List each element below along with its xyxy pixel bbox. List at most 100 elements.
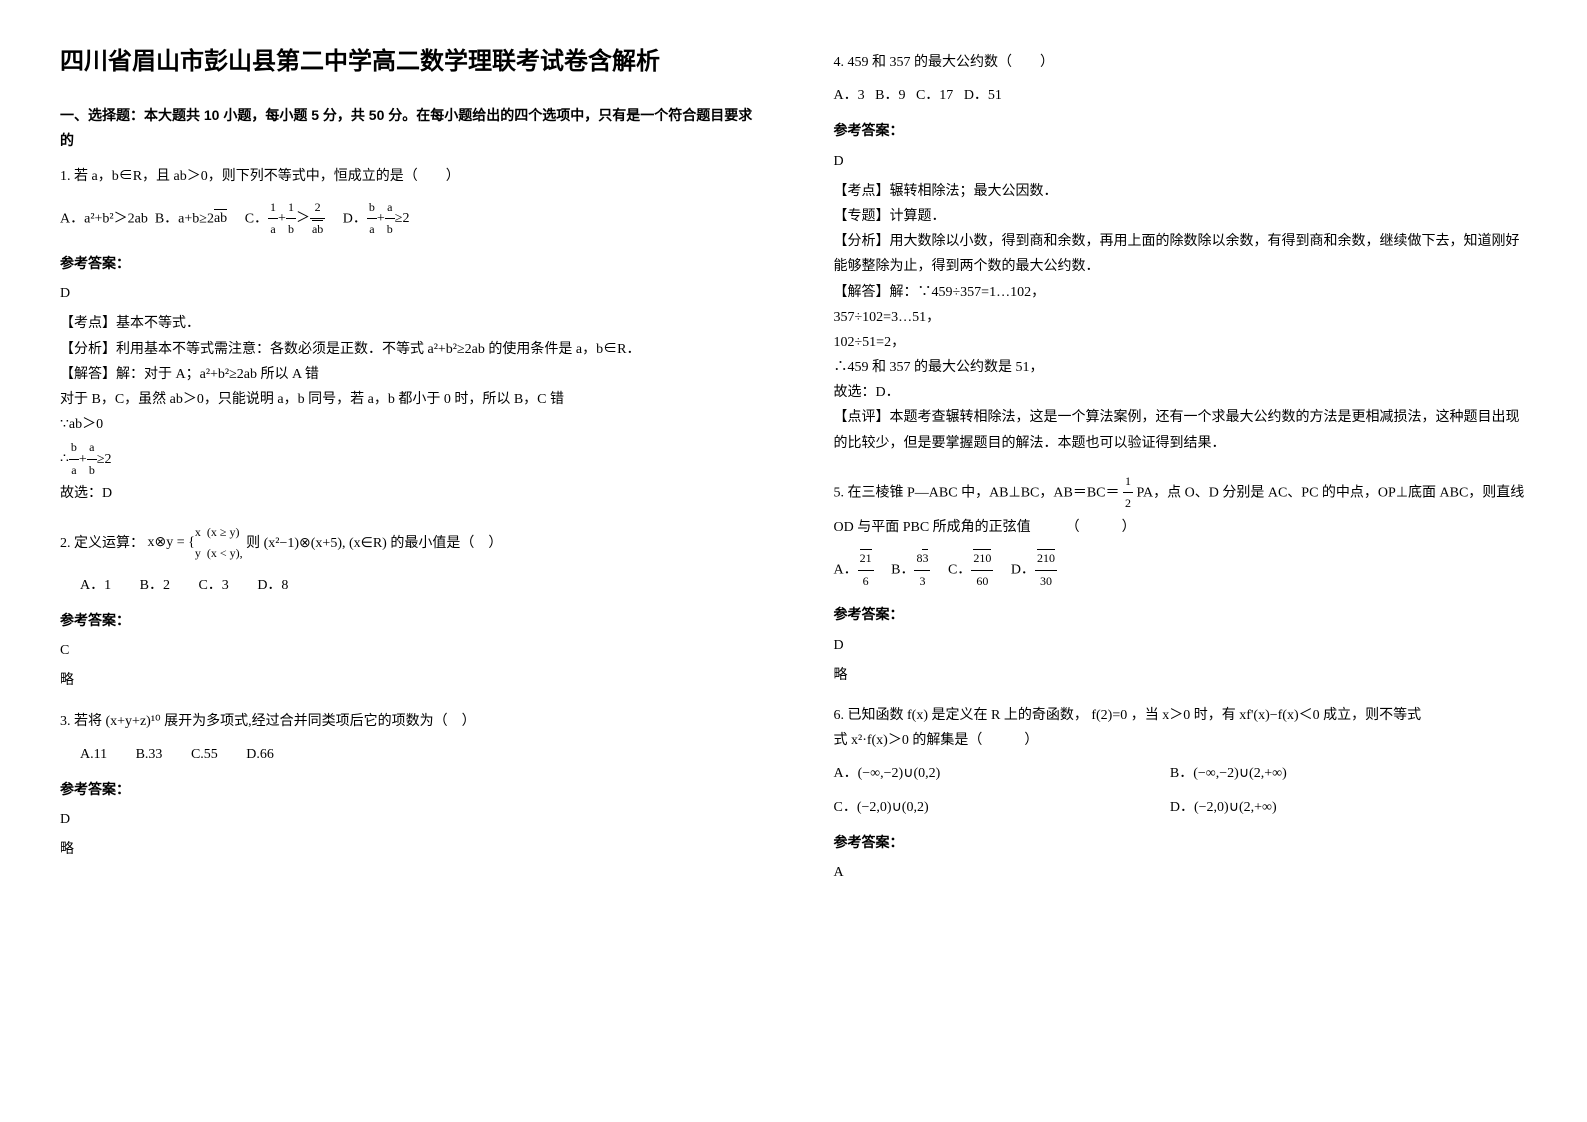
q6-R: R <box>991 708 1000 723</box>
q4-point: 【考点】辗转相除法；最大公因数． <box>834 179 1528 204</box>
q4-solve3: 102÷51=2， <box>834 330 1528 355</box>
q4-solve2: 357÷102=3…51， <box>834 305 1528 330</box>
q1-opt-d-label: D． <box>343 211 367 226</box>
q6-text1: 6. 已知函数 <box>834 708 904 723</box>
q5-answer-label: 参考答案： <box>834 602 1528 627</box>
q6-opt-a-label: A． <box>834 766 858 781</box>
left-column: 四川省眉山市彭山县第二中学高二数学理联考试卷含解析 一、选择题：本大题共 10 … <box>60 40 754 890</box>
q4-solve: 【解答】解：∵459÷357=1…102， <box>834 280 1528 305</box>
q4-opt-c: C．17 <box>916 88 953 103</box>
question-4: 4. 459 和 357 的最大公约数（ ） A．3 B．9 C．17 D．51 <box>834 50 1528 108</box>
q1-solve4: ∴ba+ab≥2 <box>60 437 754 481</box>
q2-opt-d: D．8 <box>257 578 288 593</box>
q3-opt-a: A.11 <box>80 747 107 762</box>
q1-options: A．a²+b²＞2ab B．a+b≥2ab C．1a+1b＞2ab D．ba+a… <box>60 197 754 241</box>
q6-opt-d-val: (−2,0)∪(2,+∞) <box>1194 800 1277 815</box>
q1-opt-c-label: C． <box>245 211 268 226</box>
q6-opt-c-val: (−2,0)∪(0,2) <box>857 800 929 815</box>
q3-answer: D <box>60 807 754 832</box>
q3-text2: 展开为多项式,经过合并同类项后它的项数为（ ） <box>164 714 476 729</box>
q6-options-row2: C．(−2,0)∪(0,2) D．(−2,0)∪(2,+∞) <box>834 795 1528 820</box>
q3-answer-label: 参考答案： <box>60 777 754 802</box>
q2-text3: 的最小值是（ ） <box>390 535 502 550</box>
q3-opt-d: D.66 <box>246 747 274 762</box>
q2-opt-b: B．2 <box>140 578 170 593</box>
q1-solve2: 对于 B，C，虽然 ab＞0，只能说明 a，b 同号，若 a，b 都小于 0 时… <box>60 387 754 412</box>
q1-solve3: ∵ab＞0 <box>60 412 754 437</box>
document-title: 四川省眉山市彭山县第二中学高二数学理联考试卷含解析 <box>60 40 754 83</box>
q2-answer-label: 参考答案： <box>60 608 754 633</box>
q5-line: 5. 在三棱锥 P—ABC 中，AB⊥BC，AB＝BC＝ 12 PA，点 O、D… <box>834 471 1528 540</box>
q6-text5: 时，有 <box>1194 708 1236 723</box>
question-5: 5. 在三棱锥 P—ABC 中，AB⊥BC，AB＝BC＝ 12 PA，点 O、D… <box>834 471 1528 593</box>
q5-opt-a-label: A． <box>834 563 858 578</box>
q5-opt-a-val: 216 <box>858 548 874 592</box>
q2-piecewise: x⊗y = {x (x ≥ y)y (x < y), <box>148 535 243 550</box>
q4-opt-d: D．51 <box>964 88 1002 103</box>
q6-cond: xf'(x)−f(x)＜0 <box>1239 708 1319 723</box>
question-6: 6. 已知函数 f(x) 是定义在 R 上的奇函数， f(2)=0 ，当 x＞0… <box>834 703 1528 820</box>
q6-opt-d-label: D． <box>1170 800 1194 815</box>
q5-note: 略 <box>834 663 1528 688</box>
q2-opt-a: A．1 <box>80 578 111 593</box>
q4-opt-a: A．3 <box>834 88 865 103</box>
q3-math: (x+y+z)¹⁰ <box>106 714 161 729</box>
q5-text1: 5. 在三棱锥 P—ABC 中，AB⊥BC，AB＝BC＝ <box>834 485 1120 500</box>
q4-text: 4. 459 和 357 的最大公约数（ ） <box>834 50 1528 75</box>
q1-answer-label: 参考答案： <box>60 251 754 276</box>
q6-options-row1: A．(−∞,−2)∪(0,2) B．(−∞,−2)∪(2,+∞) <box>834 761 1528 786</box>
q1-opt-a: A．a²+b²＞2ab <box>60 211 148 226</box>
q5-opt-b-label: B． <box>891 563 914 578</box>
q3-text: 3. 若将 <box>60 714 102 729</box>
q2-text2: 则 (x²−1)⊗(x+5), (x∈R) <box>246 535 387 550</box>
q1-solve4-math: ba+ab≥2 <box>69 452 112 467</box>
q1-answer: D <box>60 281 754 306</box>
q6-f2: f(2)=0 <box>1091 708 1127 723</box>
q6-opt-b-val: (−∞,−2)∪(2,+∞) <box>1193 766 1287 781</box>
q3-options: A.11 B.33 C.55 D.66 <box>80 742 754 767</box>
q6-ineq: x²·f(x)＞0 <box>851 733 909 748</box>
q6-opt-a-val: (−∞,−2)∪(0,2) <box>858 766 941 781</box>
q6-opt-b-label: B． <box>1170 766 1193 781</box>
q4-topic: 【专题】计算题． <box>834 204 1528 229</box>
q6-text3: 上的奇函数， <box>1004 708 1088 723</box>
question-2: 2. 定义运算： x⊗y = {x (x ≥ y)y (x < y), 则 (x… <box>60 522 754 598</box>
q3-note: 略 <box>60 837 754 862</box>
q1-text: 1. 若 a，b∈R，且 ab＞0，则下列不等式中，恒成立的是（ ） <box>60 164 754 189</box>
q5-options: A．216 B．833 C．21060 D．21030 <box>834 548 1528 592</box>
q4-solve4: ∴459 和 357 的最大公约数是 51， <box>834 355 1528 380</box>
q6-text7: 的解集是（ ） <box>912 733 1038 748</box>
q1-point: 【考点】基本不等式． <box>60 311 754 336</box>
q2-text: 定义运算： <box>74 535 144 550</box>
q5-opt-d-val: 21030 <box>1035 548 1057 592</box>
q5-answer: D <box>834 633 1528 658</box>
q6-answer-label: 参考答案： <box>834 830 1528 855</box>
q2-opt-c: C．3 <box>198 578 228 593</box>
q1-opt-d-math: ba+ab≥2 <box>367 211 410 226</box>
q1-opt-c-math: 1a+1b＞2ab <box>268 211 325 226</box>
q1-opt-b-math: a+b≥2ab <box>178 209 227 226</box>
q4-options: A．3 B．9 C．17 D．51 <box>834 83 1528 108</box>
q4-solve5: 故选：D． <box>834 380 1528 405</box>
q6-opt-c-label: C． <box>834 800 857 815</box>
q5-opt-d-label: D． <box>1011 563 1035 578</box>
q3-opt-b: B.33 <box>136 747 163 762</box>
q2-options: A．1 B．2 C．3 D．8 <box>80 573 754 598</box>
q2-num: 2. <box>60 535 71 550</box>
q6-line2: 式 x²·f(x)＞0 的解集是（ ） <box>834 728 1528 753</box>
q2-line1: 2. 定义运算： x⊗y = {x (x ≥ y)y (x < y), 则 (x… <box>60 522 754 565</box>
q4-opt-b: B．9 <box>875 88 905 103</box>
q4-comment: 【点评】本题考查辗转相除法，这是一个算法案例，还有一个求最大公约数的方法是更相减… <box>834 405 1528 455</box>
q6-text4: ，当 <box>1131 708 1159 723</box>
q5-opt-b-val: 833 <box>914 548 930 592</box>
q5-frac: 12 <box>1123 471 1133 515</box>
q1-solve5: 故选：D <box>60 481 754 506</box>
q3-opt-c: C.55 <box>191 747 218 762</box>
q4-analysis: 【分析】用大数除以小数，得到商和余数，再用上面的除数除以余数，有得到商和余数，继… <box>834 229 1528 279</box>
q6-answer: A <box>834 860 1528 885</box>
question-3: 3. 若将 (x+y+z)¹⁰ 展开为多项式,经过合并同类项后它的项数为（ ） … <box>60 709 754 767</box>
section-1-header: 一、选择题：本大题共 10 小题，每小题 5 分，共 50 分。在每小题给出的四… <box>60 103 754 153</box>
q1-opt-b-label: B． <box>155 211 178 226</box>
q5-opt-c-label: C． <box>948 563 971 578</box>
right-column: 4. 459 和 357 的最大公约数（ ） A．3 B．9 C．17 D．51… <box>834 40 1528 890</box>
